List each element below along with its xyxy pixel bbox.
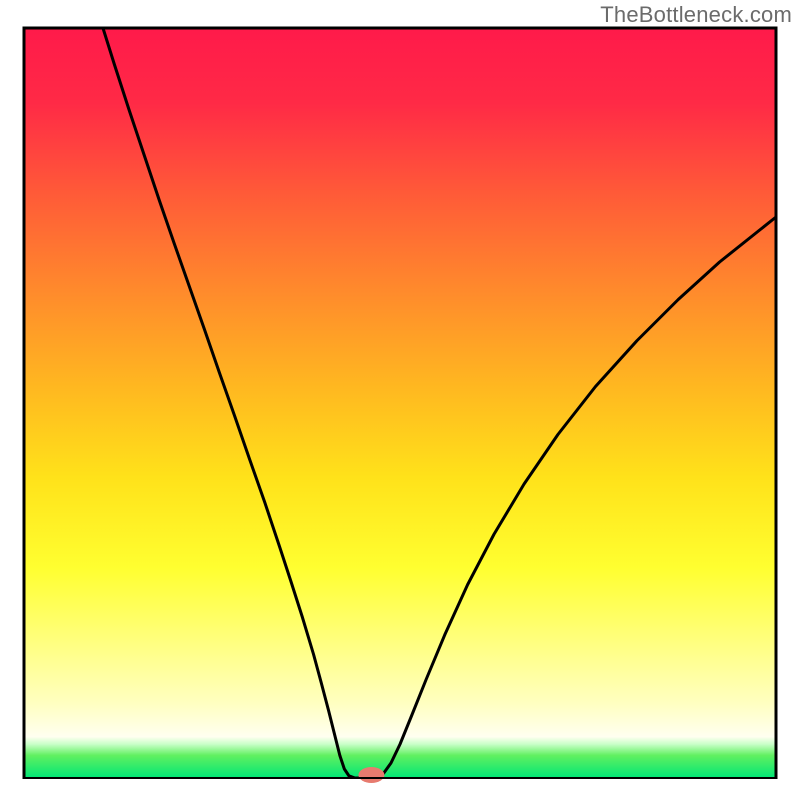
chart-container: TheBottleneck.com: [0, 0, 800, 800]
bottleneck-chart: [0, 0, 800, 800]
watermark-text: TheBottleneck.com: [600, 2, 792, 28]
plot-background: [24, 28, 776, 778]
minimum-marker: [358, 767, 384, 783]
